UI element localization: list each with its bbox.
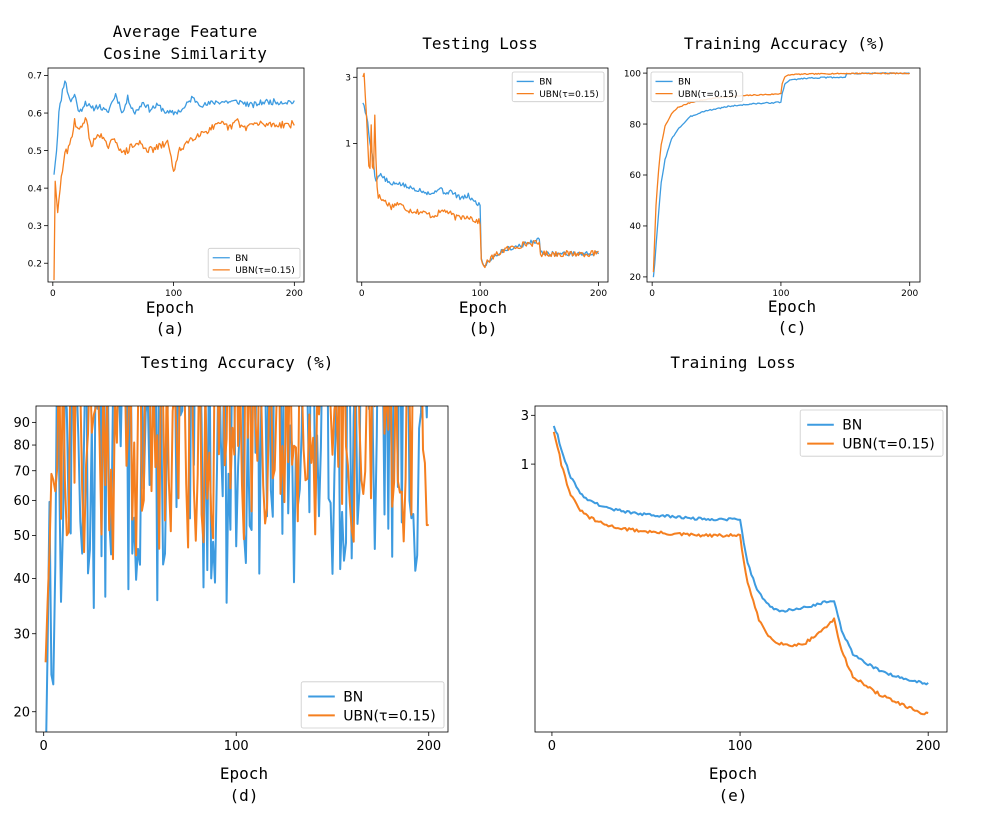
chart-d-ytick-label: 20 — [13, 705, 30, 720]
chart-a-ytick-label: 0.6 — [28, 109, 43, 119]
chart-d-ytick-label: 80 — [13, 439, 30, 454]
chart-a-series-ubn-line — [53, 117, 295, 281]
chart-a-xtick-label: 0 — [50, 289, 56, 299]
chart-d-legend-label-bn: BN — [343, 690, 363, 706]
chart-a-caption: (a) — [155, 319, 185, 338]
chart-a-frame — [47, 67, 305, 283]
chart-d-ytick-label: 60 — [13, 494, 30, 509]
chart-b-legend-label-ubn: UBN(τ=0.15) — [539, 90, 599, 100]
chart-c-ytick-label: 60 — [630, 171, 642, 181]
chart-a-xtick-label: 200 — [286, 289, 303, 299]
chart-c-xlabel: Epoch — [767, 297, 817, 316]
chart-c-ytick-label: 80 — [630, 120, 642, 130]
chart-c-ytick-label: 100 — [624, 69, 641, 79]
chart-b-legend: BN UBN(τ=0.15) — [511, 71, 605, 103]
chart-e-xtick-label: 200 — [916, 739, 941, 754]
chart-e-series-bn-line — [552, 425, 929, 686]
chart-a-legend-box — [207, 247, 301, 279]
chart-d: 0 100 200 20 30 40 50 60 70 80 90 BN UBN(τ=0.15) — [13, 405, 449, 754]
chart-c-ytick-label: 40 — [630, 222, 642, 232]
chart-b-xtick-label: 100 — [472, 289, 489, 299]
chart-e: 0 100 200 1 3 BN UBN(τ=0.15) — [521, 405, 948, 754]
chart-c-legend: BN UBN(τ=0.15) — [650, 71, 744, 103]
chart-d-series-ubn-line — [44, 406, 429, 663]
chart-b-xtick-label: 0 — [359, 289, 365, 299]
chart-b-xtick-label: 200 — [590, 289, 607, 299]
chart-d-ytick-label: 30 — [13, 627, 30, 642]
chart-b-caption: (b) — [468, 319, 498, 338]
chart-e-xtick-label: 100 — [728, 739, 753, 754]
chart-e-legend-label-ubn: UBN(τ=0.15) — [842, 437, 935, 453]
chart-c-plot-area — [652, 72, 910, 278]
chart-e-frame — [534, 405, 948, 733]
chart-c-title: Training Accuracy (%) — [683, 34, 887, 53]
chart-a: 0 100 200 0.2 0.3 0.4 0.5 0.6 0.7 BN UBN(τ=0.15) — [28, 67, 305, 299]
chart-d-frame — [35, 405, 449, 733]
chart-a-xlabel: Epoch — [145, 298, 195, 317]
chart-b-xlabel: Epoch — [458, 298, 508, 317]
chart-c-xtick-label: 100 — [772, 289, 789, 299]
chart-d-ytick-label: 50 — [13, 529, 30, 544]
chart-a-plot-area — [53, 80, 295, 281]
chart-d-xtick-label: 200 — [416, 739, 441, 754]
chart-b: 0 100 200 1 3 BN UBN(τ=0.15) — [345, 67, 609, 299]
chart-b-ytick-label: 1 — [345, 140, 351, 150]
chart-a-legend: BN UBN(τ=0.15) — [207, 247, 301, 279]
chart-b-series-ubn-line — [362, 72, 599, 269]
chart-c-series-bn-line — [652, 72, 910, 278]
chart-e-title: Training Loss — [670, 353, 796, 372]
chart-c-ytick-label: 20 — [630, 273, 642, 283]
chart-c: 0 100 200 20 40 60 80 100 BN UBN(τ=0.15) — [624, 67, 921, 299]
chart-d-title: Testing Accuracy (%) — [140, 353, 334, 372]
chart-d-ytick-label: 40 — [13, 572, 30, 587]
chart-b-frame — [356, 67, 609, 283]
chart-c-legend-label-bn: BN — [678, 78, 691, 88]
chart-c-caption: (c) — [777, 318, 807, 337]
chart-c-xtick-label: 200 — [901, 289, 918, 299]
chart-c-xtick-label: 0 — [649, 289, 655, 299]
chart-b-legend-box — [511, 71, 605, 103]
chart-a-ytick-label: 0.4 — [28, 184, 43, 194]
chart-e-series-ubn-line — [552, 431, 929, 716]
chart-b-plot-area — [362, 72, 600, 269]
chart-e-plot-area — [552, 425, 929, 716]
chart-a-series-bn-line — [53, 80, 295, 175]
chart-a-ytick-label: 0.5 — [28, 147, 42, 157]
chart-c-legend-label-ubn: UBN(τ=0.15) — [678, 90, 738, 100]
chart-e-xtick-label: 0 — [548, 739, 556, 754]
chart-a-legend-label-bn: BN — [235, 254, 248, 264]
chart-a-legend-label-ubn: UBN(τ=0.15) — [235, 266, 295, 276]
chart-e-ytick-label: 1 — [521, 458, 529, 473]
chart-d-caption: (d) — [229, 786, 259, 805]
chart-b-ytick-label: 3 — [345, 74, 351, 84]
chart-a-ytick-label: 0.2 — [28, 259, 42, 269]
chart-b-title: Testing Loss — [422, 34, 538, 53]
chart-d-xtick-label: 100 — [224, 739, 249, 754]
chart-d-xtick-label: 0 — [40, 739, 48, 754]
chart-d-legend-label-ubn: UBN(τ=0.15) — [343, 708, 436, 724]
chart-d-legend: BN UBN(τ=0.15) — [300, 681, 445, 729]
chart-a-ytick-label: 0.3 — [28, 222, 42, 232]
chart-c-legend-box — [650, 71, 744, 103]
chart-a-ytick-label: 0.7 — [28, 72, 42, 82]
chart-d-plot-area — [44, 406, 429, 732]
chart-e-xlabel: Epoch — [708, 764, 758, 783]
chart-d-ytick-label: 90 — [13, 416, 30, 431]
chart-e-legend-box — [799, 409, 944, 457]
chart-b-legend-label-bn: BN — [539, 78, 552, 88]
chart-e-legend: BN UBN(τ=0.15) — [799, 409, 944, 457]
chart-c-series-ubn-line — [652, 72, 910, 273]
chart-e-legend-label-bn: BN — [842, 418, 862, 434]
chart-d-ytick-label: 70 — [13, 464, 30, 479]
chart-a-title: Average Feature Cosine Similarity — [103, 22, 267, 63]
chart-d-legend-box — [300, 681, 445, 729]
chart-a-xtick-label: 100 — [165, 289, 182, 299]
chart-e-ytick-label: 3 — [521, 409, 529, 424]
chart-d-xlabel: Epoch — [219, 764, 269, 783]
chart-e-caption: (e) — [718, 786, 748, 805]
